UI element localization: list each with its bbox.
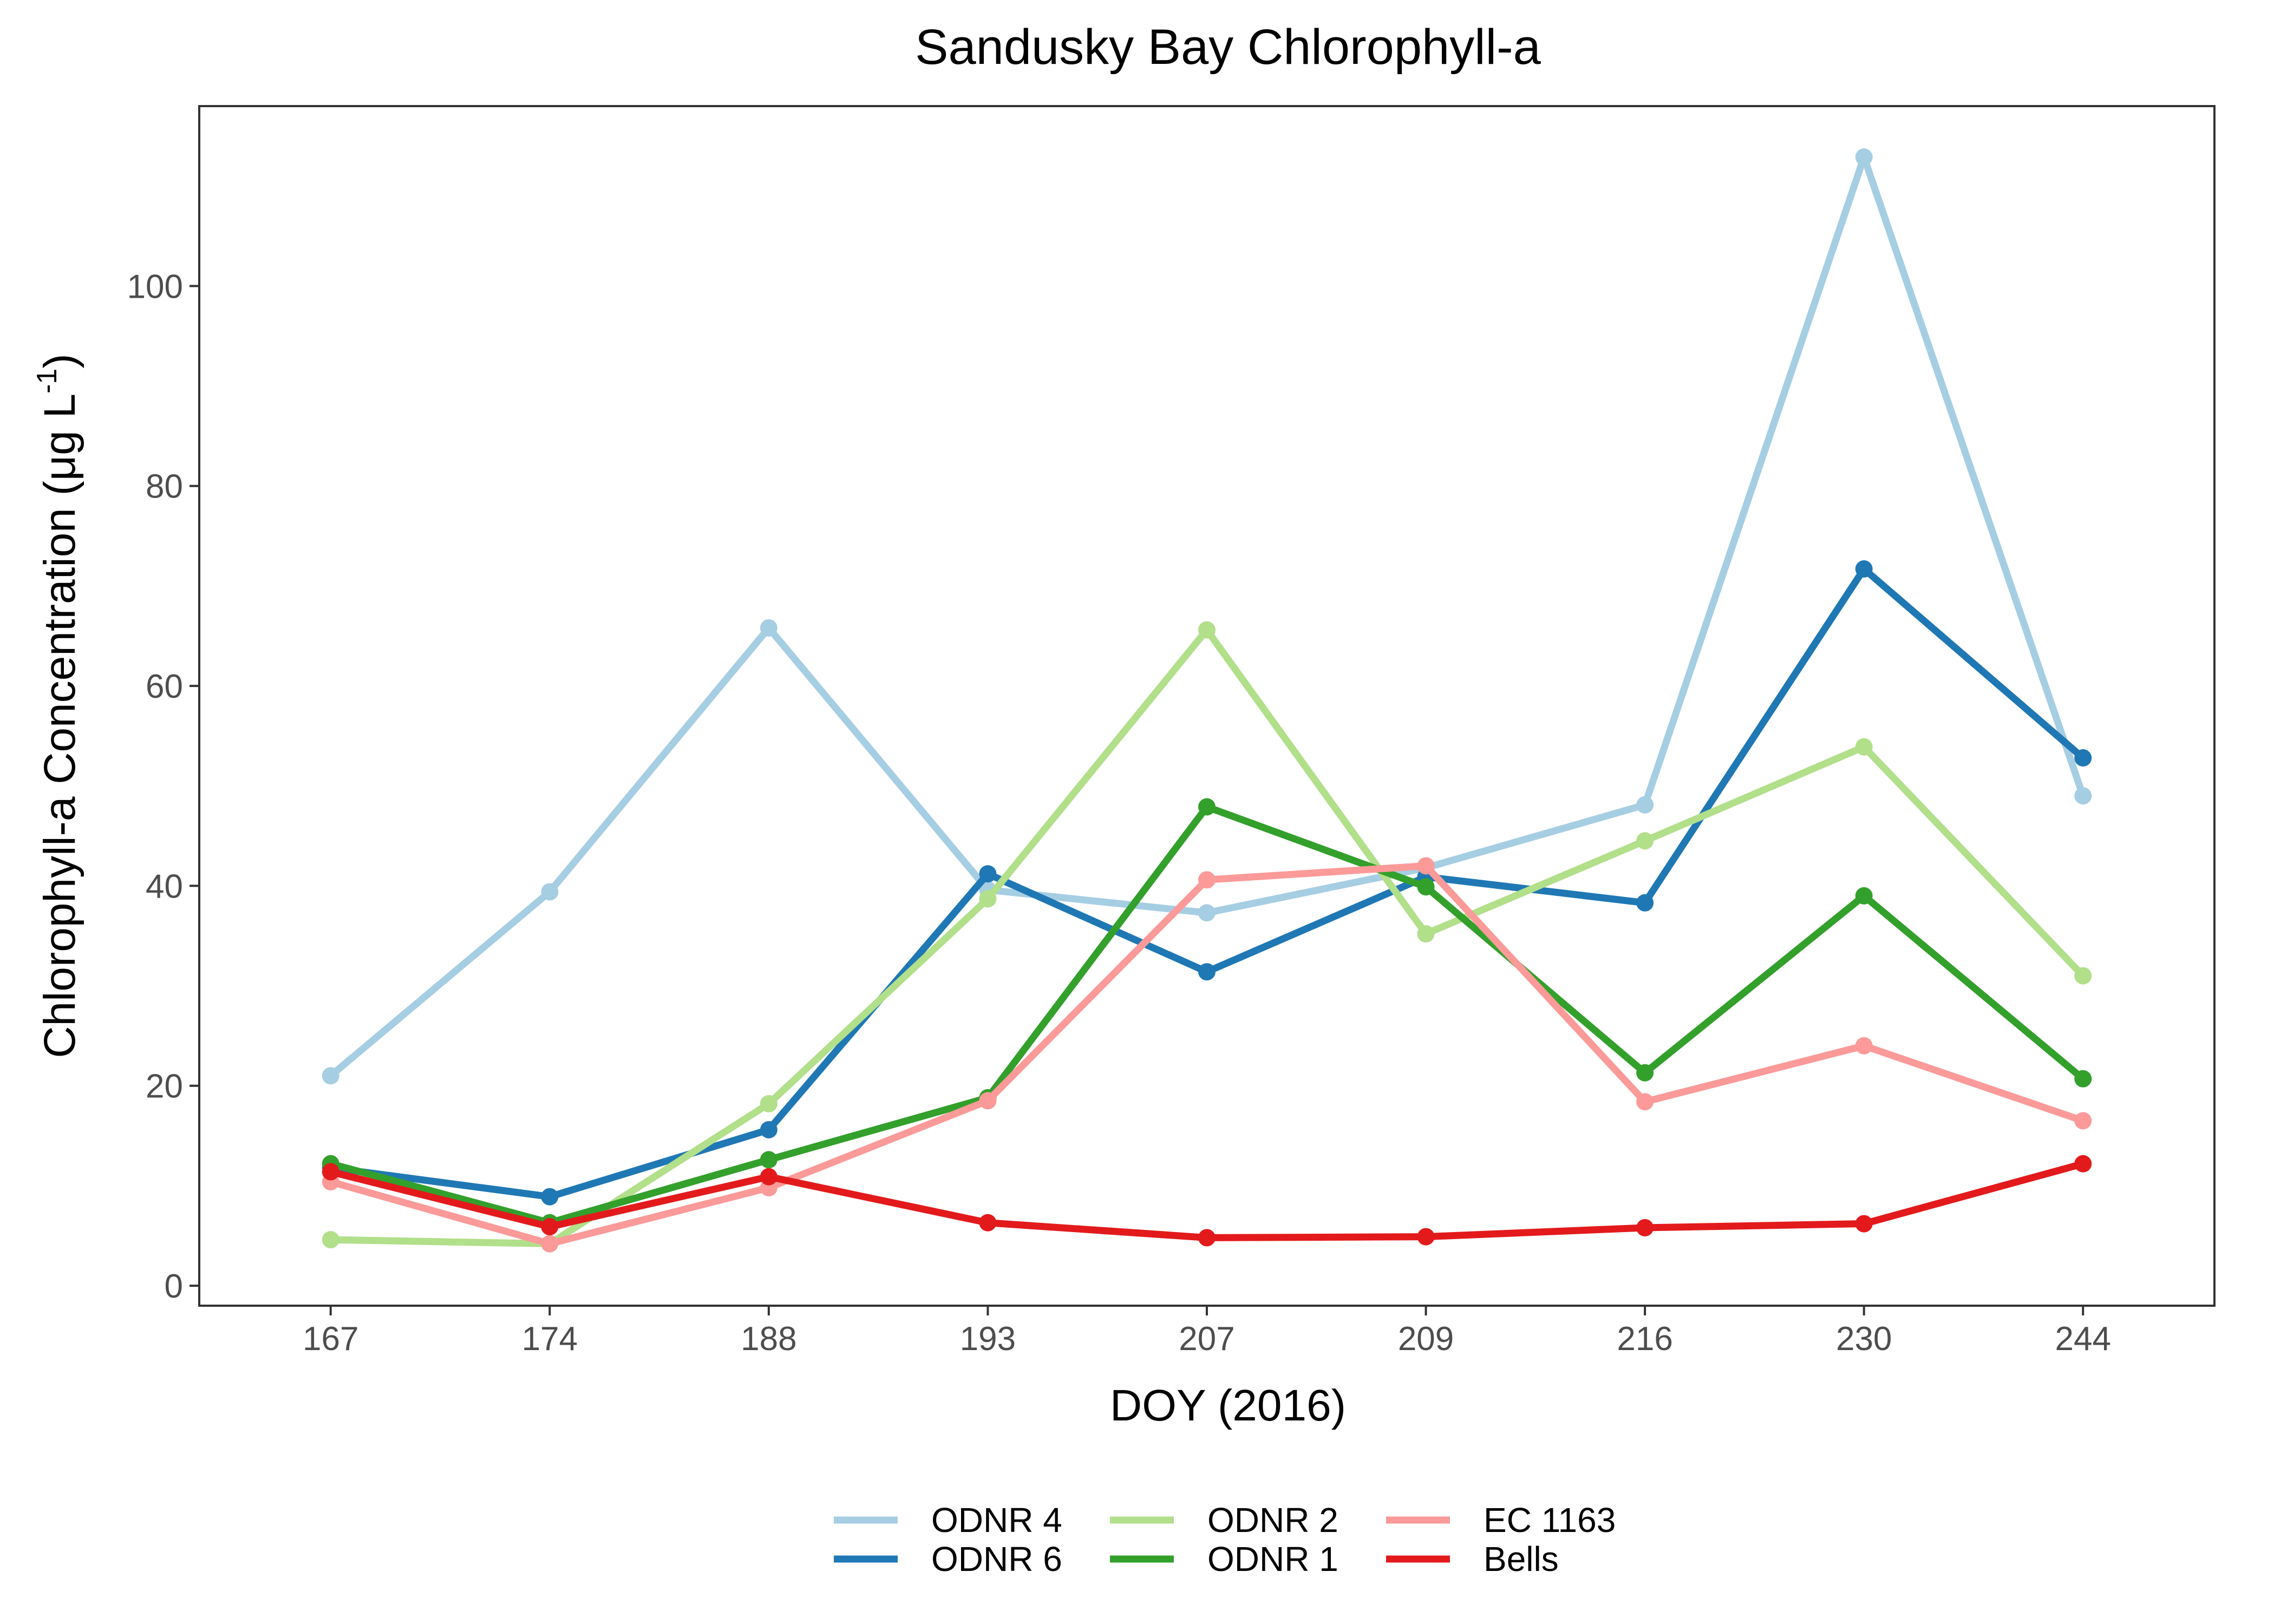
legend-label: ODNR 4 [931, 1501, 1062, 1540]
data-point [1198, 904, 1216, 922]
y-axis: 0 20 40 60 80 100 [127, 268, 199, 1305]
x-tick-label: 193 [960, 1320, 1016, 1358]
data-point [1855, 738, 1873, 756]
series-layer [322, 148, 2092, 1253]
y-tick-label: 100 [127, 268, 183, 305]
data-point [1855, 148, 1873, 166]
legend-label: Bells [1484, 1540, 1559, 1579]
data-point [1855, 560, 1873, 578]
data-point [979, 890, 997, 908]
legend-label: ODNR 1 [1207, 1540, 1338, 1579]
data-point [1198, 798, 1216, 816]
x-tick-label: 244 [2055, 1320, 2111, 1358]
legend-item: EC 1163 [1386, 1501, 1616, 1540]
y-axis-title-main: Chlorophyll-a Concentration (μg L [35, 394, 84, 1058]
data-point [322, 1231, 339, 1249]
y-tick-label: 20 [146, 1068, 183, 1105]
data-point [760, 619, 777, 637]
data-point [1417, 925, 1435, 943]
data-point [760, 1168, 777, 1186]
legend-item: ODNR 1 [1110, 1540, 1338, 1579]
data-point [1855, 1215, 1873, 1233]
data-point [2074, 749, 2092, 767]
y-tick-label: 40 [146, 868, 183, 905]
legend-label: ODNR 6 [931, 1540, 1062, 1579]
data-point [1636, 796, 1654, 814]
x-tick-label: 207 [1179, 1320, 1234, 1358]
y-tick-label: 60 [146, 668, 183, 705]
x-tick-label: 216 [1617, 1320, 1672, 1358]
legend-item: ODNR 4 [834, 1501, 1062, 1540]
data-point [2074, 1155, 2092, 1173]
legend-item: ODNR 6 [834, 1540, 1062, 1579]
data-point [979, 865, 997, 883]
data-point [1198, 871, 1216, 889]
data-point [1636, 894, 1654, 912]
data-point [760, 1151, 777, 1169]
x-tick-label: 167 [303, 1320, 358, 1358]
data-point [1198, 621, 1216, 639]
data-point [541, 1235, 559, 1253]
data-point [1855, 1037, 1873, 1055]
data-point [541, 1188, 559, 1206]
y-tick-label: 80 [146, 468, 183, 506]
data-point [2074, 967, 2092, 985]
plot-panel [198, 105, 2216, 1307]
data-point [322, 1163, 339, 1181]
data-point [1636, 1064, 1654, 1082]
legend-item: Bells [1386, 1540, 1559, 1579]
data-point [1636, 832, 1654, 850]
y-axis-title: Chlorophyll-a Concentration (μg L-1) [31, 353, 84, 1058]
x-tick-label: 209 [1398, 1320, 1454, 1358]
data-point [1417, 857, 1435, 875]
chart-title: Sandusky Bay Chlorophyll-a [915, 19, 1541, 75]
legend-label: EC 1163 [1484, 1501, 1616, 1540]
data-point [1636, 1093, 1654, 1111]
data-point [2074, 787, 2092, 805]
data-point [1417, 878, 1435, 896]
data-point [1417, 1228, 1435, 1246]
legend-item: ODNR 2 [1110, 1501, 1338, 1540]
legend-label: ODNR 2 [1207, 1501, 1338, 1540]
x-tick-label: 230 [1836, 1320, 1892, 1358]
x-axis: 167 174 188 193 207 209 216 230 244 [303, 1306, 2111, 1358]
data-point [979, 1214, 997, 1232]
data-point [1198, 963, 1216, 981]
data-point [2074, 1112, 2092, 1130]
series-bells [322, 1155, 2092, 1247]
x-axis-title: DOY (2016) [1110, 1381, 1346, 1430]
y-tick-label: 0 [165, 1268, 183, 1305]
data-point [1198, 1229, 1216, 1247]
data-point [2074, 1070, 2092, 1088]
x-tick-label: 174 [522, 1320, 578, 1358]
y-axis-title-close: ) [35, 353, 84, 368]
data-point [322, 1067, 339, 1085]
data-point [979, 1092, 997, 1110]
data-point [541, 883, 559, 901]
data-point [1636, 1219, 1654, 1236]
data-point [760, 1095, 777, 1112]
y-axis-title-superscript: -1 [31, 369, 63, 394]
x-tick-label: 188 [741, 1320, 796, 1358]
data-point [1855, 887, 1873, 905]
data-point [760, 1121, 777, 1138]
data-point [541, 1218, 559, 1236]
